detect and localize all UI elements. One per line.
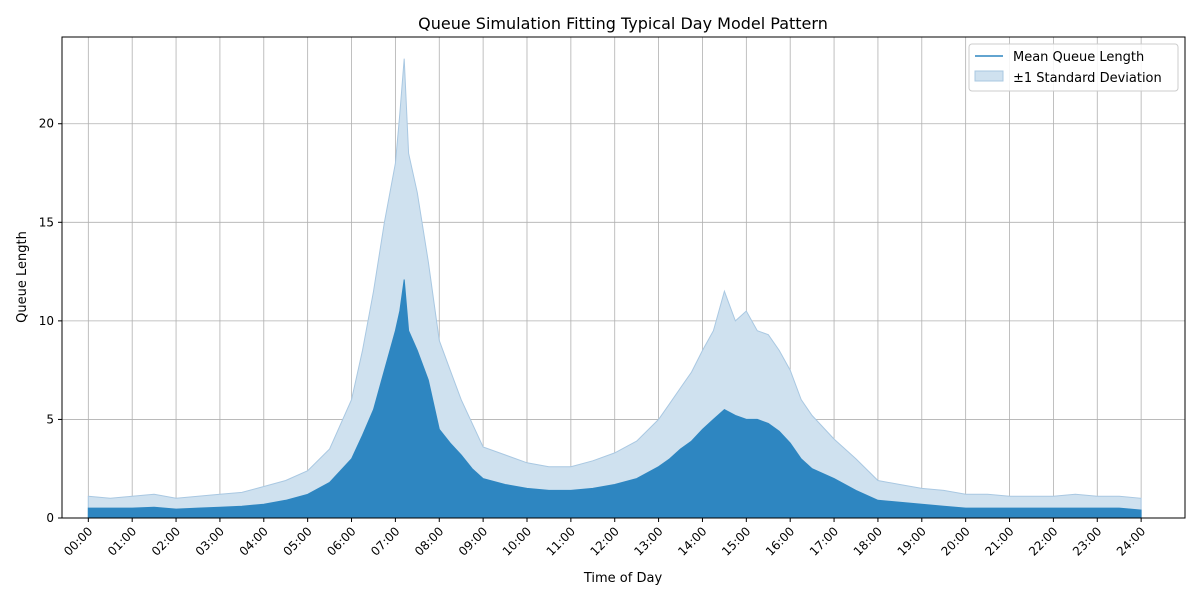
legend-band-swatch	[974, 70, 1004, 82]
y-tick-label: 15	[39, 215, 54, 229]
x-tick-label: 20:00	[938, 524, 972, 558]
x-tick-label: 23:00	[1070, 524, 1104, 558]
x-tick-label: 17:00	[807, 524, 841, 558]
grid-lines	[62, 37, 1185, 519]
x-tick-label: 08:00	[412, 524, 446, 558]
x-tick-label: 03:00	[193, 524, 227, 558]
x-tick-label: 01:00	[105, 524, 139, 558]
x-tick-label: 21:00	[982, 524, 1016, 558]
plot-frame	[61, 36, 1186, 519]
x-tick-label: 00:00	[61, 524, 95, 558]
x-tick-label: 02:00	[149, 524, 183, 558]
x-tick-label: 13:00	[631, 524, 665, 558]
legend-mean-label: Mean Queue Length	[1013, 50, 1144, 65]
y-tick-label: 0	[46, 511, 54, 525]
x-tick-label: 05:00	[280, 524, 314, 558]
x-tick-label: 10:00	[500, 524, 534, 558]
x-tick-label: 16:00	[763, 524, 797, 558]
x-tick-label: 14:00	[675, 524, 709, 558]
y-axis-ticks: 0 5 10 15 20	[39, 117, 62, 525]
x-tick-label: 11:00	[544, 524, 578, 558]
y-tick-label: 10	[39, 314, 54, 328]
x-tick-label: 12:00	[587, 524, 621, 558]
x-axis-label: Time of Day	[583, 571, 663, 586]
chart-title: Queue Simulation Fitting Typical Day Mod…	[418, 14, 828, 33]
mean-area	[87, 279, 1142, 519]
mean-area-layer	[87, 279, 1142, 519]
legend-box	[968, 43, 1179, 92]
x-axis-ticks: 00:00 01:00 02:00 03:00 04:00 05:00 06:00 07:00…	[61, 518, 1148, 559]
x-tick-label: 19:00	[895, 524, 929, 558]
x-tick-label: 04:00	[237, 524, 271, 558]
x-tick-label: 09:00	[456, 524, 490, 558]
x-tick-label: 22:00	[1026, 524, 1060, 558]
legend-band-label: ±1 Standard Deviation	[1013, 71, 1162, 86]
y-tick-label: 5	[46, 412, 54, 426]
x-tick-label: 15:00	[719, 524, 753, 558]
x-tick-label: 18:00	[851, 524, 885, 558]
y-tick-label: 20	[39, 117, 54, 131]
x-tick-label: 07:00	[368, 524, 402, 558]
x-tick-label: 24:00	[1114, 524, 1148, 558]
legend: Mean Queue Length ±1 Standard Deviation	[968, 43, 1179, 92]
y-axis-label: Queue Length	[15, 231, 30, 323]
x-tick-label: 06:00	[324, 524, 358, 558]
